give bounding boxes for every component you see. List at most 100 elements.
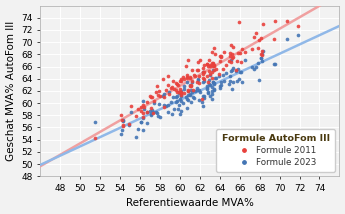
Point: [175, 91, 180, 94]
Point: [216, 72, 221, 75]
Point: [234, 69, 239, 73]
Point: [205, 90, 210, 93]
Point: [238, 60, 244, 64]
Point: [191, 96, 196, 99]
Legend: Formule 2011, Formule 2023: Formule 2011, Formule 2023: [216, 129, 335, 172]
Point: [194, 68, 200, 72]
Point: [118, 132, 123, 136]
Point: [201, 79, 207, 82]
Point: [209, 70, 214, 73]
Point: [210, 61, 216, 65]
Point: [169, 113, 175, 116]
Point: [236, 20, 241, 23]
Point: [141, 111, 146, 115]
Point: [150, 111, 156, 114]
Point: [196, 78, 201, 82]
Point: [197, 59, 203, 62]
Point: [211, 82, 217, 86]
Point: [189, 79, 195, 83]
Point: [139, 120, 144, 123]
Point: [217, 86, 223, 90]
Point: [141, 115, 146, 119]
Point: [205, 62, 210, 65]
Point: [191, 89, 196, 92]
Point: [230, 45, 235, 49]
Point: [218, 54, 223, 58]
Point: [243, 50, 248, 54]
Point: [210, 68, 216, 71]
Point: [175, 107, 181, 111]
Point: [175, 94, 180, 98]
Point: [185, 58, 191, 61]
Point: [170, 80, 176, 83]
Point: [184, 95, 189, 99]
Point: [209, 61, 215, 64]
Point: [212, 53, 218, 56]
Point: [205, 80, 210, 84]
Point: [199, 100, 205, 104]
Point: [219, 81, 224, 84]
Point: [237, 70, 243, 74]
Point: [178, 79, 184, 83]
Point: [141, 128, 146, 131]
Point: [253, 31, 258, 35]
Point: [236, 77, 241, 81]
Point: [140, 103, 146, 106]
Point: [227, 55, 233, 58]
Point: [207, 73, 213, 77]
Point: [148, 95, 154, 99]
Point: [204, 74, 209, 78]
Point: [148, 112, 154, 116]
Point: [236, 52, 241, 55]
Point: [179, 99, 184, 103]
Point: [227, 59, 232, 63]
Point: [188, 75, 193, 79]
Point: [138, 105, 144, 109]
Point: [149, 95, 155, 98]
Point: [179, 91, 184, 95]
Point: [185, 93, 191, 97]
Point: [185, 89, 191, 93]
Point: [213, 77, 219, 80]
Point: [234, 68, 239, 71]
Point: [140, 99, 146, 102]
Point: [119, 118, 125, 122]
Point: [210, 64, 216, 67]
Point: [251, 67, 257, 71]
Point: [209, 89, 215, 93]
Point: [158, 94, 163, 97]
Point: [177, 112, 183, 116]
Point: [155, 111, 160, 114]
Point: [210, 86, 215, 89]
Point: [284, 19, 290, 22]
Point: [148, 109, 153, 113]
Point: [196, 61, 201, 64]
Point: [211, 88, 216, 92]
Point: [210, 80, 216, 84]
Point: [173, 95, 179, 99]
Point: [165, 74, 170, 78]
Point: [188, 89, 194, 92]
Point: [177, 79, 183, 83]
Point: [196, 74, 201, 77]
Point: [120, 119, 126, 122]
Point: [165, 110, 170, 113]
Point: [197, 89, 202, 92]
Point: [176, 90, 181, 94]
Point: [92, 120, 98, 124]
Point: [228, 80, 233, 83]
Point: [193, 89, 198, 93]
Point: [176, 90, 182, 93]
Point: [229, 57, 235, 60]
Point: [190, 68, 195, 71]
Point: [207, 95, 213, 98]
Point: [221, 79, 227, 82]
Point: [144, 110, 150, 113]
Point: [229, 58, 234, 61]
Point: [150, 110, 156, 113]
Point: [239, 81, 245, 84]
Point: [141, 107, 147, 111]
Point: [178, 93, 184, 97]
Point: [139, 109, 144, 113]
Point: [258, 52, 264, 56]
